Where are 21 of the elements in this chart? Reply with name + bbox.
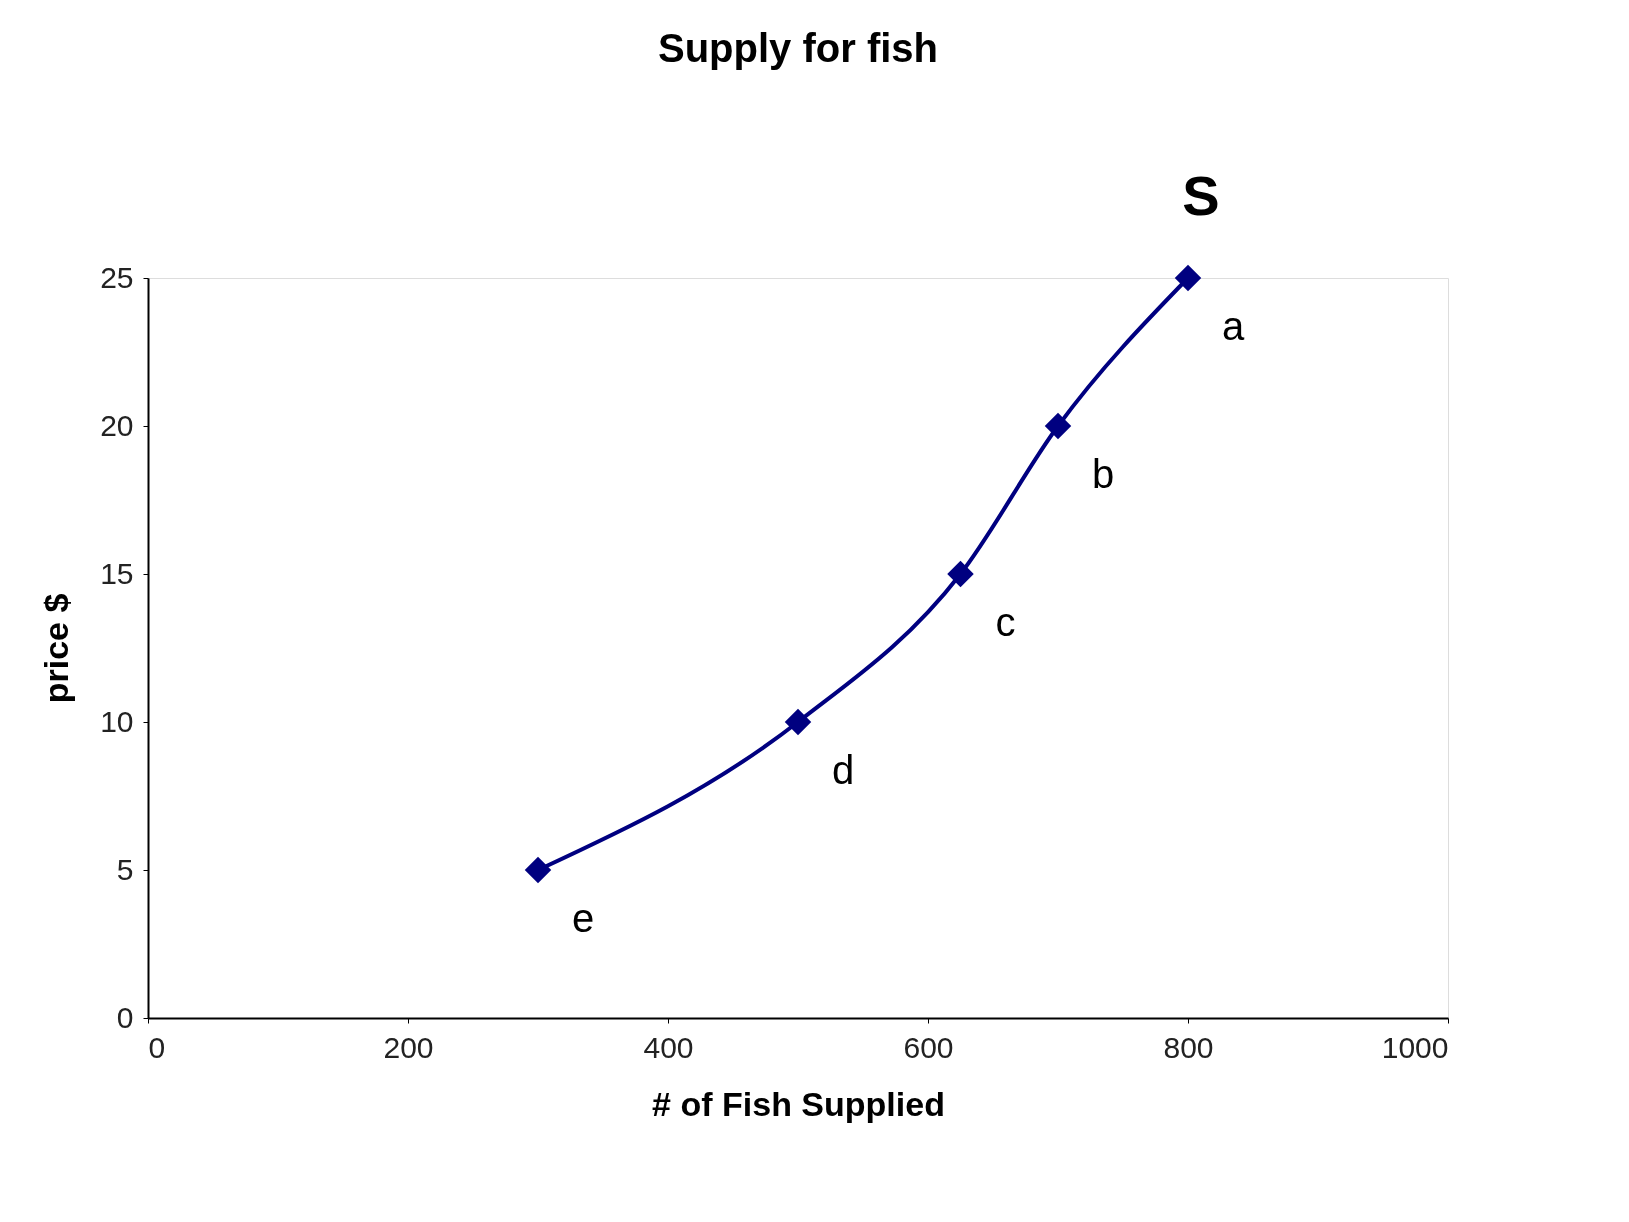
x-tick-label: 400 — [643, 1030, 694, 1064]
chart-title: Supply for fish — [658, 26, 938, 70]
annotation: c — [995, 600, 1016, 644]
y-tick-label: 5 — [116, 852, 134, 886]
x-tick-label: 1000 — [1381, 1030, 1449, 1064]
y-tick-label: 10 — [100, 704, 134, 738]
annotation: b — [1091, 452, 1115, 496]
y-tick-label: 15 — [100, 556, 134, 590]
y-tick-label: 25 — [100, 260, 134, 294]
annotation: e — [571, 896, 595, 940]
x-tick-label: 800 — [1163, 1030, 1214, 1064]
x-axis-title: # of Fish Supplied — [652, 1084, 945, 1123]
x-tick-label: 0 — [148, 1030, 166, 1064]
annotation: a — [1221, 304, 1245, 348]
text: S — [1182, 164, 1220, 227]
y-tick-label: 0 — [116, 1000, 134, 1034]
annotation: d — [831, 748, 855, 792]
x-tick-label: 600 — [903, 1030, 954, 1064]
y-tick-label: 20 — [100, 408, 134, 442]
y-axis-title: price $ — [37, 593, 76, 704]
x-tick-label: 200 — [383, 1030, 434, 1064]
